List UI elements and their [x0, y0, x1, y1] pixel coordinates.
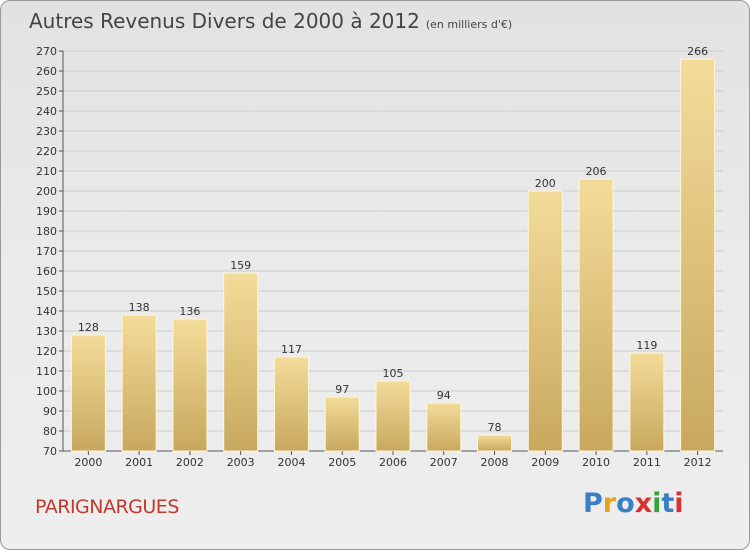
x-tick-label: 2005	[328, 456, 356, 469]
x-tick-label: 2000	[74, 456, 102, 469]
y-tick-label: 200	[36, 185, 57, 198]
bar	[527, 190, 563, 452]
bar	[223, 272, 259, 452]
bar-value-label: 200	[535, 177, 556, 190]
logo-letter: i	[652, 488, 662, 519]
title-unit: (en milliers d'€)	[425, 18, 513, 31]
bar-value-label: 94	[437, 389, 451, 402]
x-tick-label: 2008	[481, 456, 509, 469]
x-tick-label: 2010	[582, 456, 610, 469]
bar-value-label: 97	[335, 383, 349, 396]
bar-value-label: 105	[383, 367, 404, 380]
bar-value-label: 119	[636, 339, 657, 352]
y-tick-label: 100	[36, 385, 57, 398]
x-tick-label: 2004	[277, 456, 305, 469]
y-tick-label: 260	[36, 65, 57, 78]
bar	[121, 314, 157, 452]
x-tick-label: 2003	[227, 456, 255, 469]
bar	[629, 352, 665, 452]
bar-value-label: 206	[586, 165, 607, 178]
logo-letter: t	[661, 488, 675, 519]
bar	[375, 380, 411, 452]
bar-value-label: 136	[179, 305, 200, 318]
bar	[426, 402, 462, 452]
x-tick-label: 2011	[633, 456, 661, 469]
bar-value-label: 78	[488, 421, 502, 434]
y-tick-label: 270	[36, 45, 57, 58]
x-tick-label: 2007	[430, 456, 458, 469]
y-tick-label: 130	[36, 325, 57, 338]
bar-value-label: 266	[687, 45, 708, 58]
y-tick-label: 210	[36, 165, 57, 178]
bar	[680, 58, 716, 452]
logo-letter: P	[583, 488, 603, 519]
y-tick-label: 190	[36, 205, 57, 218]
y-tick-label: 240	[36, 105, 57, 118]
x-tick-label: 2001	[125, 456, 153, 469]
y-tick-label: 80	[43, 425, 57, 438]
bar	[172, 318, 208, 452]
chart-title: Autres Revenus Divers de 2000 à 2012 (en …	[29, 9, 512, 33]
bar-value-label: 117	[281, 343, 302, 356]
bar-value-label: 159	[230, 259, 251, 272]
x-tick-label: 2009	[531, 456, 559, 469]
y-tick-label: 170	[36, 245, 57, 258]
commune-name: PARIGNARGUES	[35, 496, 179, 518]
bar	[70, 334, 106, 452]
y-tick-label: 180	[36, 225, 57, 238]
y-tick-label: 140	[36, 305, 57, 318]
y-tick-label: 160	[36, 265, 57, 278]
x-tick-label: 2002	[176, 456, 204, 469]
y-tick-label: 110	[36, 365, 57, 378]
proxiti-logo: Proxiti	[583, 488, 684, 519]
y-tick-label: 150	[36, 285, 57, 298]
y-tick-label: 230	[36, 125, 57, 138]
y-tick-label: 90	[43, 405, 57, 418]
logo-letter: r	[602, 488, 617, 519]
bar-value-label: 138	[129, 301, 150, 314]
y-tick-label: 70	[43, 445, 57, 458]
y-tick-label: 120	[36, 345, 57, 358]
bar	[578, 178, 614, 452]
title-text: Autres Revenus Divers de 2000 à 2012	[29, 9, 420, 33]
logo-letter: o	[616, 488, 635, 519]
x-tick-label: 2006	[379, 456, 407, 469]
y-tick-label: 250	[36, 85, 57, 98]
logo-letter: i	[674, 488, 684, 519]
x-tick-label: 2012	[684, 456, 712, 469]
bar-value-label: 128	[78, 321, 99, 334]
y-tick-label: 220	[36, 145, 57, 158]
bar	[477, 434, 513, 452]
bar	[324, 396, 360, 452]
logo-letter: x	[634, 488, 653, 519]
bar	[273, 356, 309, 452]
